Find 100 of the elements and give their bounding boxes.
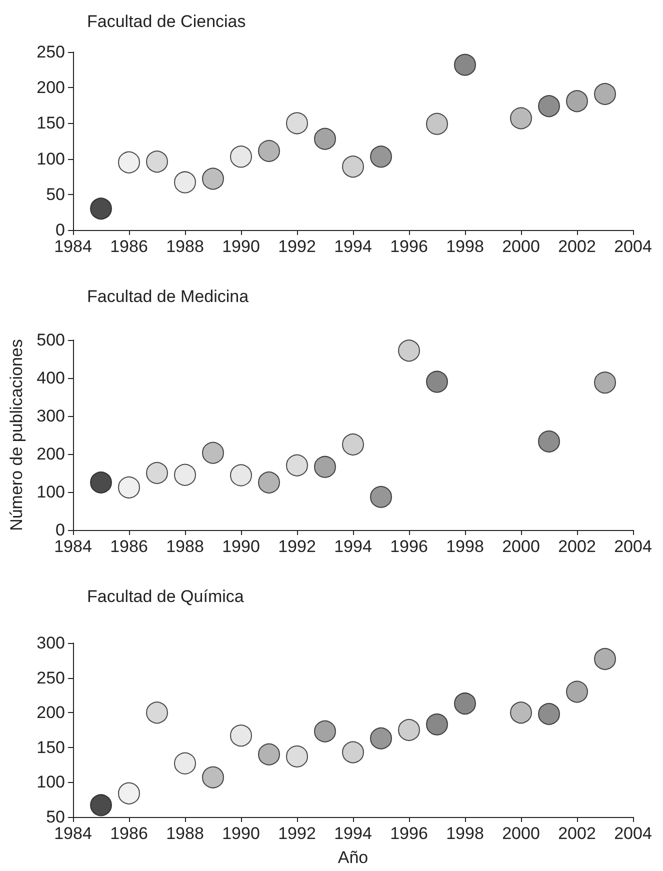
- point: [230, 464, 252, 486]
- y-tick-label: 150: [36, 114, 65, 133]
- x-tick-label: 1990: [222, 237, 260, 256]
- point: [370, 486, 392, 508]
- point: [426, 370, 448, 393]
- point: [566, 680, 588, 703]
- point: [90, 198, 112, 220]
- y-tick-label: 250: [36, 668, 65, 688]
- x-tick-label: 1986: [110, 237, 148, 256]
- y-axis-title: Número de publicaciones: [7, 339, 26, 531]
- x-tick-label: 1992: [278, 237, 316, 256]
- point: [286, 112, 308, 134]
- point: [174, 464, 196, 486]
- point: [538, 430, 560, 452]
- x-tick-label: 2002: [558, 824, 596, 843]
- x-tick-label: 2004: [614, 824, 652, 843]
- point: [258, 140, 280, 162]
- x-tick-label: 1990: [222, 824, 260, 843]
- x-tick-label: 1992: [278, 537, 316, 556]
- x-tick-label: 1984: [54, 824, 92, 843]
- point: [286, 745, 308, 768]
- point: [314, 128, 336, 150]
- point: [230, 724, 252, 747]
- x-tick-label: 1984: [54, 237, 92, 256]
- point: [118, 151, 140, 174]
- x-tick-label: 1998: [446, 537, 484, 556]
- y-tick-label: 0: [56, 520, 65, 540]
- point: [538, 95, 560, 118]
- point: [146, 150, 168, 173]
- chart-title: Facultad de Química: [87, 587, 244, 606]
- x-tick-label: 1996: [390, 824, 428, 843]
- x-tick-label: 1988: [166, 237, 204, 256]
- point: [510, 702, 532, 724]
- point: [510, 107, 532, 130]
- x-tick-label: 1988: [166, 537, 204, 556]
- point: [202, 168, 224, 190]
- point: [566, 90, 588, 112]
- point: [398, 719, 420, 741]
- y-tick-label: 200: [36, 703, 65, 722]
- y-tick-label: 100: [36, 772, 65, 792]
- point: [258, 472, 280, 494]
- point: [118, 782, 140, 804]
- y-tick-label: 200: [36, 78, 65, 98]
- x-tick-label: 1986: [110, 824, 148, 843]
- point: [90, 794, 112, 816]
- point: [146, 702, 168, 724]
- x-tick-label: 2000: [502, 237, 540, 256]
- x-axis-title: Año: [338, 848, 368, 867]
- x-tick-label: 1986: [110, 537, 148, 556]
- y-tick-label: 250: [36, 42, 65, 62]
- point: [314, 720, 336, 742]
- x-tick-label: 1996: [390, 537, 428, 556]
- y-tick-label: 0: [56, 220, 65, 240]
- y-tick-label: 100: [36, 149, 65, 168]
- x-tick-label: 1996: [390, 237, 428, 256]
- x-tick-label: 1998: [446, 824, 484, 843]
- x-tick-label: 1998: [446, 237, 484, 256]
- point: [286, 454, 308, 476]
- point: [594, 83, 616, 105]
- point: [342, 434, 364, 456]
- point: [258, 743, 280, 766]
- x-tick-label: 2000: [502, 824, 540, 843]
- y-tick-label: 150: [36, 738, 65, 757]
- y-tick-label: 400: [36, 368, 65, 388]
- x-tick-label: 1994: [334, 237, 372, 256]
- x-tick-label: 1988: [166, 824, 204, 843]
- point: [174, 752, 196, 774]
- point: [426, 713, 448, 736]
- point: [594, 648, 616, 670]
- x-tick-label: 1992: [278, 824, 316, 843]
- point: [202, 766, 224, 788]
- x-tick-label: 2000: [502, 537, 540, 556]
- x-tick-label: 2004: [614, 537, 652, 556]
- point: [342, 156, 364, 178]
- point: [454, 54, 476, 76]
- x-tick-label: 2004: [614, 237, 652, 256]
- point: [230, 146, 252, 168]
- point: [118, 476, 140, 498]
- y-tick-label: 100: [36, 482, 65, 502]
- point: [398, 340, 420, 362]
- y-tick-label: 300: [36, 406, 65, 426]
- y-tick-label: 200: [36, 444, 65, 464]
- point: [202, 442, 224, 464]
- y-tick-label: 300: [36, 634, 65, 652]
- point: [174, 171, 196, 194]
- y-tick-label: 500: [36, 330, 65, 350]
- point: [454, 692, 476, 715]
- y-tick-label: 50: [46, 808, 65, 826]
- chart-title: Facultad de Medicina: [87, 287, 250, 306]
- x-tick-label: 2002: [558, 237, 596, 256]
- point: [370, 146, 392, 168]
- x-tick-label: 1994: [334, 824, 372, 843]
- point: [538, 702, 560, 725]
- point: [314, 456, 336, 478]
- point: [342, 741, 364, 764]
- x-tick-label: 2002: [558, 537, 596, 556]
- x-tick-label: 1994: [334, 537, 372, 556]
- x-tick-label: 1984: [54, 537, 92, 556]
- point: [426, 112, 448, 135]
- point: [90, 472, 112, 494]
